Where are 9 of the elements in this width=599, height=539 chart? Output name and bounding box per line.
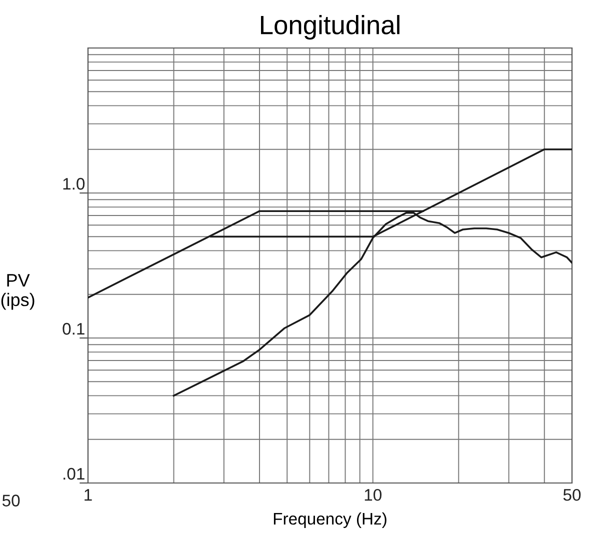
x-tick-label: 1 (84, 489, 92, 501)
chart-title: Longitudinal (261, 14, 400, 40)
y-tick-label: .01 (64, 468, 84, 480)
x-tick-label: 50 (563, 488, 581, 501)
x-axis-title: Frequency (Hz) (274, 512, 386, 528)
x-tick-label: 10 (364, 488, 382, 501)
y-tick-label: 0.1 (62, 322, 84, 335)
y-axis-title: PV (ips) (1, 274, 34, 310)
y-tick-label: 1.0 (63, 178, 85, 190)
